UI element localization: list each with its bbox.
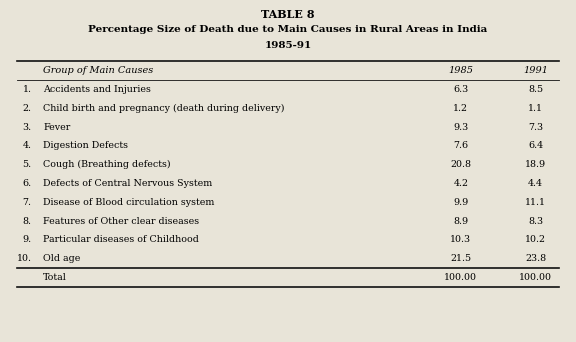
Text: Particular diseases of Childhood: Particular diseases of Childhood	[43, 235, 199, 245]
Text: 9.: 9.	[22, 235, 32, 245]
Text: Group of Main Causes: Group of Main Causes	[43, 66, 153, 75]
Text: 8.: 8.	[22, 216, 32, 226]
Text: 23.8: 23.8	[525, 254, 546, 263]
Text: 1985: 1985	[448, 66, 473, 75]
Text: 100.00: 100.00	[444, 273, 478, 282]
Text: 100.00: 100.00	[519, 273, 552, 282]
Text: 9.9: 9.9	[453, 198, 468, 207]
Text: TABLE 8: TABLE 8	[262, 9, 314, 19]
Text: Old age: Old age	[43, 254, 81, 263]
Text: Total: Total	[43, 273, 67, 282]
Text: 4.: 4.	[22, 141, 32, 150]
Text: 18.9: 18.9	[525, 160, 546, 169]
Text: 11.1: 11.1	[525, 198, 546, 207]
Text: 7.3: 7.3	[528, 122, 543, 132]
Text: Accidents and Injuries: Accidents and Injuries	[43, 85, 151, 94]
Text: 1.2: 1.2	[453, 104, 468, 113]
Text: 6.: 6.	[22, 179, 32, 188]
Text: Features of Other clear diseases: Features of Other clear diseases	[43, 216, 199, 226]
Text: 8.3: 8.3	[528, 216, 543, 226]
Text: 1985-91: 1985-91	[264, 41, 312, 50]
Text: 1.: 1.	[22, 85, 32, 94]
Text: 10.3: 10.3	[450, 235, 471, 245]
Text: 2.: 2.	[22, 104, 32, 113]
Text: 1991: 1991	[523, 66, 548, 75]
Text: 3.: 3.	[22, 122, 32, 132]
Text: Digestion Defects: Digestion Defects	[43, 141, 128, 150]
Text: Percentage Size of Death due to Main Causes in Rural Areas in India: Percentage Size of Death due to Main Cau…	[88, 25, 488, 34]
Text: 7.6: 7.6	[453, 141, 468, 150]
Text: 9.3: 9.3	[453, 122, 468, 132]
Text: 6.3: 6.3	[453, 85, 468, 94]
Text: Cough (Breathing defects): Cough (Breathing defects)	[43, 160, 171, 169]
Text: Disease of Blood circulation system: Disease of Blood circulation system	[43, 198, 215, 207]
Text: Defects of Central Nervous System: Defects of Central Nervous System	[43, 179, 213, 188]
Text: Child birth and pregnancy (death during delivery): Child birth and pregnancy (death during …	[43, 104, 285, 113]
Text: 21.5: 21.5	[450, 254, 471, 263]
Text: 20.8: 20.8	[450, 160, 471, 169]
Text: 10.2: 10.2	[525, 235, 546, 245]
Text: 10.: 10.	[17, 254, 32, 263]
Text: 4.2: 4.2	[453, 179, 468, 188]
Text: 5.: 5.	[22, 160, 32, 169]
Text: 6.4: 6.4	[528, 141, 543, 150]
Text: 8.9: 8.9	[453, 216, 468, 226]
Text: Fever: Fever	[43, 122, 70, 132]
Text: 4.4: 4.4	[528, 179, 543, 188]
Text: 1.1: 1.1	[528, 104, 543, 113]
Text: 7.: 7.	[22, 198, 32, 207]
Text: 8.5: 8.5	[528, 85, 543, 94]
